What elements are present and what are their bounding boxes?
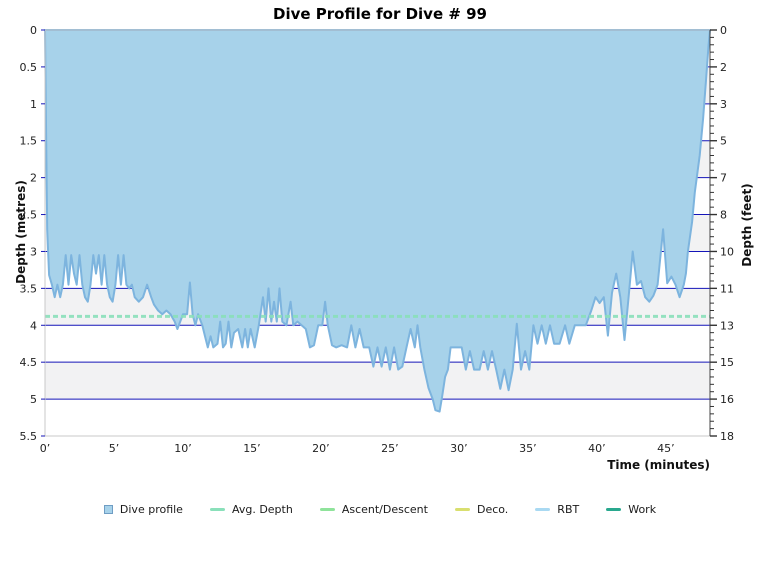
svg-text:0’: 0’	[40, 442, 51, 455]
legend-line-marker	[209, 508, 225, 511]
x-axis-minutes: 0’ 5’ 10’ 15’ 20’ 25’ 30’ 35’ 40’ 45’	[40, 442, 675, 455]
legend-label: Dive profile	[119, 503, 183, 516]
legend-item-ascent-descent: Ascent/Descent	[319, 503, 428, 516]
svg-text:13: 13	[720, 319, 734, 332]
legend-item-deco-: Deco.	[454, 503, 509, 516]
legend-item-work: Work	[606, 503, 656, 516]
svg-text:0: 0	[720, 24, 727, 37]
svg-text:18: 18	[720, 430, 734, 443]
svg-text:7: 7	[720, 172, 727, 185]
svg-text:45’: 45’	[657, 442, 675, 455]
svg-text:40’: 40’	[588, 442, 606, 455]
y-axis-metres: 0 0.5 1 1.5 2 2.5 3 3.5 4 4.5 5 5.5	[20, 24, 45, 443]
svg-text:10’: 10’	[174, 442, 192, 455]
legend-label: RBT	[557, 503, 580, 516]
legend-label: Work	[628, 503, 657, 516]
svg-text:35’: 35’	[519, 442, 537, 455]
plot-area: 0 0.5 1 1.5 2 2.5 3 3.5 4 4.5 5 5.5 0 2 3 5 7 8 10 11 13 15 16…	[20, 24, 735, 455]
legend-line-marker	[319, 508, 335, 511]
y-axis-label-metres: Depth (metres)	[14, 180, 28, 284]
y-axis-label-feet: Depth (feet)	[740, 183, 754, 267]
legend-label: Deco.	[476, 503, 509, 516]
chart-legend: Dive profile Avg. Depth Ascent/Descent Deco…	[0, 503, 760, 516]
legend-line-marker	[454, 508, 470, 511]
x-axis-label: Time (minutes)	[607, 458, 710, 472]
svg-text:0.5: 0.5	[20, 61, 38, 74]
plot-border	[44, 29, 711, 437]
legend-item-rbt: RBT	[535, 503, 579, 516]
svg-text:8: 8	[720, 209, 727, 222]
legend-item-avg-depth: Avg. Depth	[209, 503, 293, 516]
svg-text:1.5: 1.5	[20, 135, 38, 148]
legend-line-marker	[535, 508, 551, 511]
svg-text:16: 16	[720, 393, 734, 406]
svg-text:5.5: 5.5	[20, 430, 38, 443]
svg-text:2: 2	[720, 61, 727, 74]
svg-text:3: 3	[720, 98, 727, 111]
svg-text:4: 4	[30, 319, 37, 332]
svg-text:1: 1	[30, 98, 37, 111]
svg-text:2.5: 2.5	[20, 209, 38, 222]
svg-text:10: 10	[720, 245, 734, 258]
legend-label: Avg. Depth	[231, 503, 293, 516]
legend-line-marker	[606, 508, 622, 511]
svg-text:2: 2	[30, 172, 37, 185]
legend-label: Ascent/Descent	[341, 503, 428, 516]
svg-text:3.5: 3.5	[20, 282, 38, 295]
svg-text:0: 0	[30, 24, 37, 37]
svg-text:15: 15	[720, 356, 734, 369]
svg-text:11: 11	[720, 282, 734, 295]
svg-text:5: 5	[720, 135, 727, 148]
svg-text:20’: 20’	[312, 442, 330, 455]
svg-text:5’: 5’	[109, 442, 120, 455]
svg-text:15’: 15’	[243, 442, 261, 455]
svg-text:25’: 25’	[381, 442, 399, 455]
chart-title: Dive Profile for Dive # 99	[273, 5, 487, 23]
legend-square-marker	[103, 505, 113, 514]
svg-text:5: 5	[30, 393, 37, 406]
svg-text:4.5: 4.5	[20, 356, 38, 369]
y-axis-feet: 0 2 3 5 7 8 10 11 13 15 16 18	[710, 24, 734, 443]
legend-item-dive-profile: Dive profile	[103, 503, 183, 516]
svg-text:30’: 30’	[450, 442, 468, 455]
svg-text:3: 3	[30, 245, 37, 258]
